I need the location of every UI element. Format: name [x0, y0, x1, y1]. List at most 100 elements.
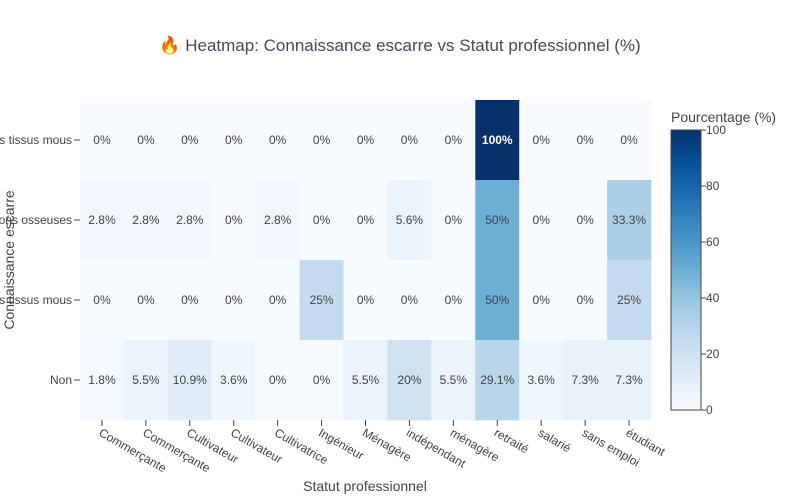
- heatmap-cell: [167, 180, 213, 261]
- cell-value-label: 0%: [401, 293, 419, 307]
- heatmap-cell: [299, 340, 344, 421]
- heatmap-cell: [519, 340, 564, 421]
- cell-value-label: 0%: [533, 293, 551, 307]
- heatmap-cell: [519, 100, 564, 181]
- heatmap-cell: [343, 340, 388, 421]
- cell-value-label: 0%: [445, 133, 463, 147]
- cell-value-label: 3.6%: [220, 373, 248, 387]
- heatmap-cell: [519, 260, 564, 341]
- colorbar-tick-label: 60: [706, 235, 720, 249]
- cell-value-label: 29.1%: [480, 373, 514, 387]
- heatmap-cell: [387, 260, 432, 341]
- heatmap-cell: [255, 180, 301, 261]
- heatmap-cell: [563, 180, 608, 261]
- heatmap-cell: [211, 340, 257, 421]
- cell-value-label: 7.3%: [615, 373, 643, 387]
- heatmap-cell: [80, 100, 125, 181]
- cell-value-label: 5.5%: [352, 373, 380, 387]
- colorbar-tick-label: 20: [706, 347, 720, 361]
- colorbar: Pourcentage (%) 0 20 40 60 80 100: [670, 109, 776, 417]
- colorbar-tick-label: 0: [706, 403, 713, 417]
- heatmap-cell: [255, 340, 301, 421]
- heatmap-cell: [123, 100, 169, 181]
- cell-value-label: 2.8%: [264, 213, 292, 227]
- heatmap-cell: [607, 340, 652, 421]
- heatmap-cell: [343, 260, 388, 341]
- cell-value-label: 2.8%: [88, 213, 116, 227]
- y-tick-label: Non: [50, 373, 72, 387]
- cell-value-label: 0%: [445, 293, 463, 307]
- colorbar-gradient: [670, 129, 702, 411]
- cell-value-label: 0%: [401, 133, 419, 147]
- heatmap-cell: [123, 260, 169, 341]
- cell-value-label: 33.3%: [612, 213, 646, 227]
- cell-value-label: 0%: [620, 133, 638, 147]
- heatmap-cell: [255, 260, 301, 341]
- cell-value-label: 0%: [576, 213, 594, 227]
- heatmap-cell: [475, 340, 520, 421]
- colorbar-tick-label: 100: [706, 123, 726, 137]
- heatmap-cell: [167, 100, 213, 181]
- cell-value-label: 0%: [576, 133, 594, 147]
- heatmap-cell: [431, 100, 476, 181]
- cell-value-label: 2.8%: [132, 213, 160, 227]
- cell-value-label: 0%: [269, 293, 287, 307]
- heatmap-cell: [299, 260, 344, 341]
- fire-icon: 🔥: [159, 35, 185, 55]
- cell-value-label: 0%: [357, 293, 375, 307]
- heatmap-cell: [123, 180, 169, 261]
- heatmap-cell: [563, 260, 608, 341]
- cell-value-label: 20%: [397, 373, 421, 387]
- heatmap-cell: [563, 100, 608, 181]
- cell-value-label: 0%: [533, 213, 551, 227]
- chart-title: 🔥 Heatmap: Connaissance escarre vs Statu…: [159, 35, 640, 55]
- cell-value-label: 0%: [225, 133, 243, 147]
- heatmap-cell: [211, 260, 257, 341]
- heatmap-cell: [343, 180, 388, 261]
- cell-value-label: 1.8%: [88, 373, 116, 387]
- heatmap-cell-labels: 0% 0% 0% 0% 0% 0% 0% 0% 0% 100% 0% 0% 0% 2.8% 2.8% 2.8%…: [88, 133, 646, 387]
- cell-value-label: 0%: [533, 133, 551, 147]
- cell-value-label: 0%: [225, 213, 243, 227]
- y-tick-label: lésions osseuses: [0, 213, 72, 227]
- cell-value-label: 0%: [269, 373, 287, 387]
- x-axis-title: Statut professionnel: [303, 478, 427, 494]
- cell-value-label: 25%: [310, 293, 334, 307]
- heatmap-cell: [123, 340, 169, 421]
- colorbar-tick-label: 40: [706, 291, 720, 305]
- x-tick-label: salarié: [536, 425, 574, 455]
- heatmap-cell: [167, 340, 213, 421]
- cell-value-label: 0%: [225, 293, 243, 307]
- cell-value-label: 0%: [313, 373, 331, 387]
- heatmap-cell: [387, 100, 432, 181]
- y-tick-label: lésions des tissus mous: [0, 133, 72, 147]
- cell-value-label: 50%: [485, 293, 509, 307]
- cell-value-label: 10.9%: [173, 373, 207, 387]
- cell-value-label: 5.5%: [132, 373, 160, 387]
- heatmap-cell: [431, 340, 476, 421]
- cell-value-label: 0%: [181, 293, 199, 307]
- colorbar-title: Pourcentage (%): [671, 109, 776, 125]
- heatmap-cell: [299, 100, 344, 181]
- heatmap-cells: [80, 100, 652, 421]
- x-tick-label: Ménagère: [360, 425, 414, 464]
- heatmap-cell: [80, 260, 125, 341]
- cell-value-label: 0%: [357, 213, 375, 227]
- heatmap-cell: [343, 100, 388, 181]
- cell-value-label: 0%: [313, 133, 331, 147]
- heatmap-cell: [255, 100, 301, 181]
- y-tick-label: lésions des tissus mous: [0, 293, 72, 307]
- heatmap-cell: [519, 180, 564, 261]
- heatmap-cell: [475, 180, 520, 261]
- cell-value-label: 7.3%: [571, 373, 599, 387]
- y-axis-ticks: lésions des tissus mous lésions osseuses l…: [0, 133, 80, 387]
- y-axis-title: Connaissance escarre: [1, 190, 17, 330]
- cell-value-label: 5.6%: [396, 213, 424, 227]
- cell-value-label: 100%: [482, 133, 513, 147]
- heatmap-cell: [607, 180, 652, 261]
- colorbar-ticks: 0 20 40 60 80 100: [701, 123, 726, 417]
- heatmap-cell: [211, 100, 257, 181]
- heatmap-cell: [80, 340, 125, 421]
- cell-value-label: 0%: [313, 213, 331, 227]
